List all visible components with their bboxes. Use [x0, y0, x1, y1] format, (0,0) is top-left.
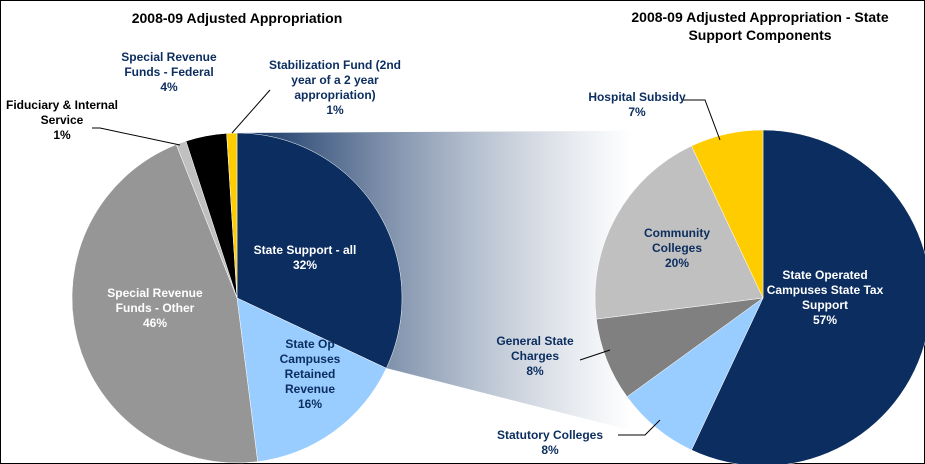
value-label: 1%	[53, 128, 71, 142]
chart-title: 2008-09 Adjusted Appropriation - State S…	[631, 9, 889, 43]
slice-label: Fiduciary & Internal Service 1%	[0, 98, 125, 143]
value-label: 46%	[142, 316, 168, 330]
category-label: Community Colleges	[644, 226, 710, 255]
category-label: Special Revenue Funds - Other	[107, 286, 203, 315]
pie-slice	[71, 144, 258, 464]
pie-slice	[236, 132, 403, 369]
value-label: 8%	[526, 364, 544, 378]
slice-label: State Support - all 32%	[250, 243, 360, 273]
pie-slice	[236, 297, 387, 462]
category-label: State Operated Campuses State Tax Suppor…	[766, 268, 884, 312]
slice-label: State Op Campuses Retained Revenue 16%	[270, 337, 350, 412]
slice-label: Statutory Colleges 8%	[475, 428, 625, 458]
value-label: 32%	[292, 258, 318, 272]
leader-line	[683, 99, 721, 141]
value-label: 57%	[812, 313, 838, 327]
slice-label: State Operated Campuses State Tax Suppor…	[760, 268, 890, 328]
category-label: Statutory Colleges	[496, 428, 604, 442]
leader-line	[92, 127, 181, 146]
slice-label: Special Revenue Funds - Other 46%	[103, 286, 208, 331]
pie-slice	[691, 129, 764, 299]
category-label: State Support - all	[253, 243, 357, 257]
leader-lines	[92, 89, 721, 436]
value-label: 1%	[326, 103, 344, 117]
leader-line	[231, 89, 271, 134]
value-label: 16%	[297, 397, 323, 411]
value-label: 7%	[628, 105, 646, 119]
leader-line	[618, 419, 661, 436]
category-label: Special Revenue Funds - Federal	[121, 50, 217, 79]
category-label: Stabilization Fund (2nd year of a 2 year…	[269, 58, 401, 102]
slice-label: Community Colleges 20%	[632, 226, 722, 271]
value-label: 4%	[160, 80, 178, 94]
slice-label: Special Revenue Funds - Federal 4%	[104, 50, 234, 95]
chart-title: 2008-09 Adjusted Appropriation	[131, 10, 343, 26]
slice-label: General State Charges 8%	[485, 334, 585, 379]
category-label: State Op Campuses Retained Revenue	[279, 337, 341, 396]
category-label: Fiduciary & Internal Service	[5, 98, 119, 127]
leader-line	[579, 349, 611, 361]
category-label: General State Charges	[496, 334, 574, 363]
value-label: 20%	[664, 256, 690, 270]
pie-slice	[226, 132, 238, 299]
slice-label: Stabilization Fund (2nd year of a 2 year…	[268, 58, 403, 118]
category-label: Hospital Subsidy	[588, 90, 686, 104]
slice-label: Hospital Subsidy 7%	[572, 90, 702, 120]
pie-slice	[691, 129, 925, 464]
value-label: 8%	[541, 443, 559, 457]
pie-slice	[594, 145, 764, 320]
